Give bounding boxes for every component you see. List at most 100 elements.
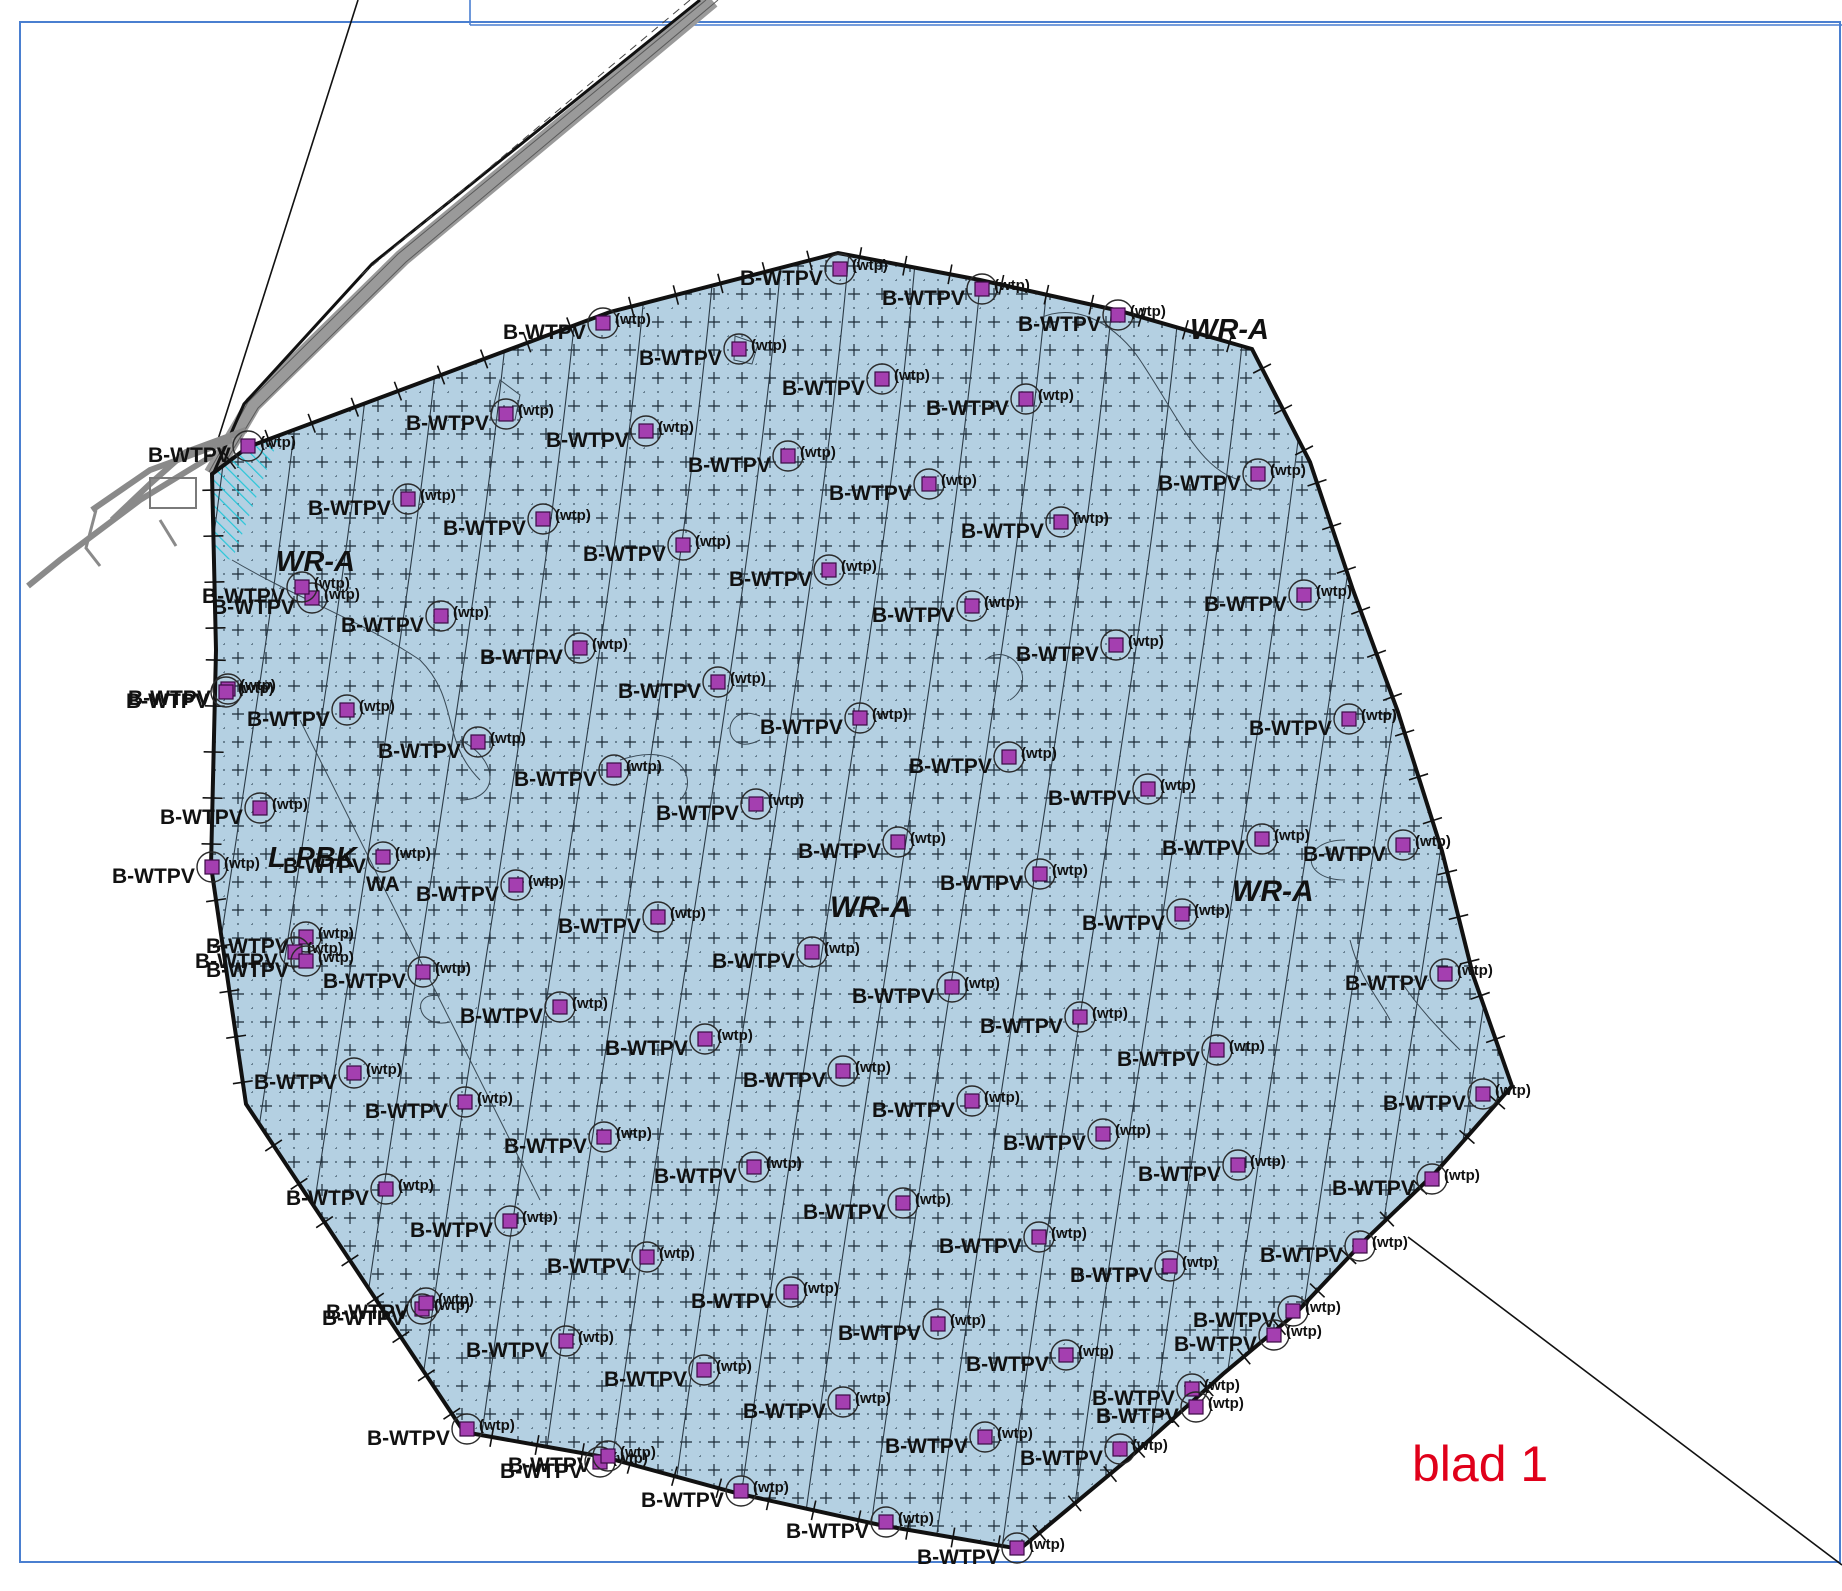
- boundary-tick: [366, 1292, 385, 1305]
- well-marker: B-WTPV (wtp): [160, 792, 308, 829]
- well-icon: [878, 1514, 894, 1530]
- well-icon: [1095, 1126, 1111, 1142]
- well-label: B-WTPV: [838, 1322, 921, 1345]
- well-marker: B-WTPV (wtp): [885, 1421, 1033, 1458]
- well-qualifier: (wtp): [670, 905, 706, 922]
- well-marker: B-WTPV (wtp): [406, 398, 554, 435]
- well-icon: [600, 1448, 616, 1464]
- boundary-tick: [1088, 294, 1095, 315]
- well-marker: B-WTPV (wtp): [148, 430, 296, 467]
- well-label: B-WTPV: [212, 596, 295, 619]
- well-qualifier: (wtp): [1092, 1005, 1128, 1022]
- well-label: B-WTPV: [326, 1301, 409, 1324]
- well-marker: B-WTPV (wtp): [1018, 299, 1166, 336]
- leader-line: [1407, 1236, 1842, 1566]
- boundary-tick: [315, 1215, 334, 1229]
- boundary-tick: [998, 274, 1005, 295]
- boundary-tick: [489, 1426, 495, 1447]
- well-marker: B-WTPV (wtp): [743, 1386, 891, 1423]
- well-icon: [1285, 1303, 1301, 1319]
- well-qualifier: (wtp): [766, 1155, 802, 1172]
- well-marker: B-WTPV (wtp): [365, 1086, 513, 1123]
- well-label: B-WTPV: [1383, 1092, 1466, 1115]
- well-marker: B-WTPV (wtp): [460, 991, 608, 1028]
- well-icon: [874, 371, 890, 387]
- well-marker: B-WTPV (wtp): [882, 273, 1030, 310]
- well-marker: B-WTPV (wtp): [654, 1151, 802, 1188]
- well-label: B-WTPV: [367, 1427, 450, 1450]
- boundary-tick: [1043, 284, 1050, 305]
- boundary-tick: [1437, 869, 1458, 876]
- boundary-tick: [522, 333, 532, 353]
- well-icon: [1110, 307, 1126, 323]
- well-icon: [596, 1129, 612, 1145]
- well-qualifier: (wtp): [318, 925, 354, 942]
- well-icon: [746, 1159, 762, 1175]
- well-marker: B-WTPV (wtp): [322, 1293, 470, 1330]
- well-label: B-WTPV: [743, 1069, 826, 1092]
- well-marker: B-WTPV (wtp): [798, 826, 946, 863]
- well-icon: [204, 859, 220, 875]
- well-label: B-WTPV: [656, 802, 739, 825]
- well-label: B-WTPV: [712, 950, 795, 973]
- well-marker: B-WTPV (wtp): [508, 1440, 656, 1477]
- well-qualifier: (wtp): [1270, 462, 1306, 479]
- well-icon: [921, 476, 937, 492]
- boundary-tick: [1422, 816, 1443, 825]
- well-label: B-WTPV: [1096, 1405, 1179, 1428]
- well-label: B-WTPV: [909, 755, 992, 778]
- well-icon: [696, 1362, 712, 1378]
- well-label: B-WTPV: [1174, 1333, 1257, 1356]
- boundary-tick: [222, 452, 237, 470]
- well-label: B-WTPV: [882, 287, 965, 310]
- well-qualifier: (wtp): [1073, 510, 1109, 527]
- well-qualifier: (wtp): [716, 1358, 752, 1375]
- well-qualifier: (wtp): [307, 940, 343, 957]
- well-qualifier: (wtp): [768, 792, 804, 809]
- boundary-tick: [264, 1139, 283, 1152]
- well-qualifier: (wtp): [616, 1125, 652, 1142]
- zone-label: WR-A: [1232, 875, 1314, 908]
- well-qualifier: (wtp): [395, 845, 431, 862]
- well-icon: [1250, 466, 1266, 482]
- well-icon: [459, 1421, 475, 1437]
- well-qualifier: (wtp): [453, 604, 489, 621]
- well-qualifier: (wtp): [898, 1510, 934, 1527]
- well-qualifier: (wtp): [1495, 1082, 1531, 1099]
- boundary-tick: [290, 1177, 308, 1191]
- well-label: B-WTPV: [961, 520, 1044, 543]
- well-icon: [498, 406, 514, 422]
- well-marker: B-WTPV (wtp): [202, 571, 350, 608]
- well-qualifier: (wtp): [1130, 303, 1166, 320]
- well-label: B-WTPV: [1204, 593, 1287, 616]
- boundary-tick: [1067, 1495, 1082, 1512]
- boundary-tick: [1252, 363, 1272, 374]
- well-icon: [418, 1295, 434, 1311]
- well-icon: [710, 674, 726, 690]
- boundary-tick: [672, 285, 680, 305]
- well-marker: B-WTPV (wtp): [1082, 898, 1230, 935]
- well-marker: B-WTPV (wtp): [1020, 1433, 1168, 1470]
- well-qualifier: (wtp): [753, 1479, 789, 1496]
- well-qualifier: (wtp): [730, 670, 766, 687]
- well-qualifier: (wtp): [615, 311, 651, 328]
- well-label: B-WTPV: [323, 970, 406, 993]
- well-label: B-WTPV: [729, 568, 812, 591]
- zone-label: WR-A: [276, 546, 355, 578]
- leader-line: [213, 0, 359, 453]
- well-qualifier: (wtp): [240, 677, 276, 694]
- well-qualifier: (wtp): [855, 1390, 891, 1407]
- well-marker: B-WTPV (wtp): [1193, 1295, 1341, 1332]
- well-qualifier: (wtp): [477, 1090, 513, 1107]
- boundary-tick: [1165, 1411, 1180, 1428]
- well-icon: [964, 598, 980, 614]
- boundary-tick: [443, 1407, 461, 1420]
- well-icon: [1296, 587, 1312, 603]
- well-qualifier: (wtp): [1021, 745, 1057, 762]
- well-icon: [1209, 1042, 1225, 1058]
- well-label: B-WTPV: [1020, 1447, 1103, 1470]
- boundary-tick: [566, 317, 575, 337]
- well-marker: B-WTPV (wtp): [546, 415, 694, 452]
- well-marker: B-WTPV (wtp): [1345, 958, 1493, 995]
